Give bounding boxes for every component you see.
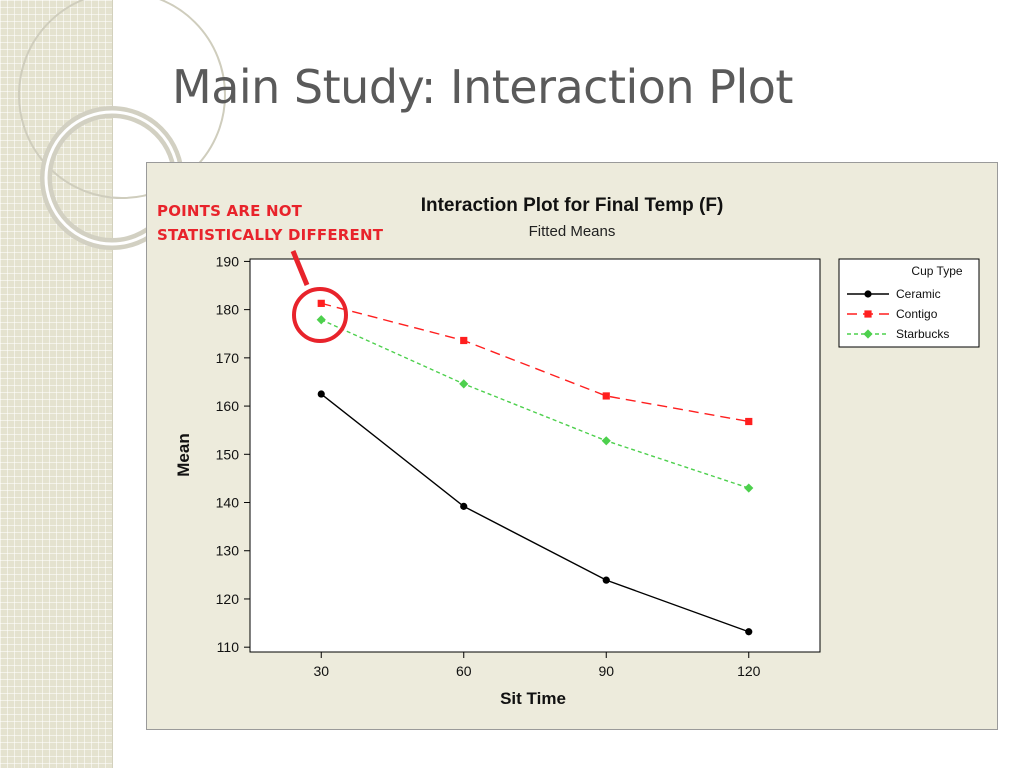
y-tick-label: 160	[216, 398, 240, 414]
x-tick-label: 90	[598, 663, 614, 679]
annotation-text: POINTS ARE NOT STATISTICALLY DIFFERENT	[157, 199, 383, 247]
legend-marker	[864, 290, 872, 298]
x-tick-label: 60	[456, 663, 472, 679]
legend-marker	[864, 310, 872, 318]
data-point	[744, 483, 754, 493]
series-ceramic	[317, 390, 753, 636]
series-starbucks	[316, 315, 754, 493]
plot-area	[249, 258, 821, 653]
series-line	[320, 319, 749, 489]
data-point	[601, 436, 611, 446]
series-layer	[316, 299, 754, 636]
annotation-pointer	[290, 250, 310, 286]
annotation-circle	[292, 287, 348, 343]
y-tick-label: 150	[216, 446, 240, 462]
data-point	[460, 336, 468, 345]
interaction-plot: Interaction Plot for Final Temp (F) Fitt…	[174, 195, 980, 708]
y-axis-label: Mean	[174, 433, 193, 476]
annotation-line-2: STATISTICALLY DIFFERENT	[157, 226, 384, 244]
x-axis: 30 60 90 120	[313, 652, 761, 679]
y-tick-label: 190	[216, 253, 240, 269]
chart-frame: Interaction Plot for Final Temp (F) Fitt…	[146, 162, 998, 730]
data-point	[317, 390, 325, 398]
decorative-side-strip	[0, 0, 113, 768]
chart-title: Interaction Plot for Final Temp (F)	[421, 195, 724, 216]
series-line	[320, 393, 749, 633]
series-contigo	[317, 299, 753, 426]
data-point	[745, 628, 753, 636]
y-tick-label: 140	[216, 495, 240, 511]
legend-label: Contigo	[896, 307, 938, 321]
data-point	[317, 299, 325, 307]
y-tick-label: 180	[216, 302, 240, 318]
y-tick-label: 120	[216, 591, 240, 607]
y-tick-label: 110	[217, 639, 240, 655]
data-point	[602, 576, 610, 584]
data-point	[602, 392, 610, 400]
data-point	[460, 502, 468, 510]
y-tick-label: 170	[216, 350, 240, 366]
series-line	[321, 302, 749, 423]
legend-title: Cup Type	[911, 264, 962, 278]
legend-box	[838, 258, 980, 348]
data-point	[745, 417, 753, 426]
x-tick-label: 120	[737, 663, 761, 679]
chart-subtitle: Fitted Means	[529, 223, 616, 240]
annotation-line-1: POINTS ARE NOT	[157, 202, 303, 220]
y-axis: 110 120 130 140 150 160 170 180 190	[216, 253, 250, 655]
legend: Cup Type Ceramic Contigo Starbucks	[838, 258, 980, 348]
x-tick-label: 30	[313, 663, 329, 679]
data-point	[459, 379, 469, 389]
legend-label: Starbucks	[896, 327, 949, 341]
slide-title: Main Study: Interaction Plot	[172, 60, 793, 114]
y-tick-label: 130	[216, 543, 240, 559]
decorative-ring-large	[18, 0, 226, 199]
x-axis-label: Sit Time	[500, 689, 566, 708]
legend-label: Ceramic	[896, 287, 941, 301]
legend-marker	[863, 329, 873, 339]
data-point	[316, 315, 326, 325]
